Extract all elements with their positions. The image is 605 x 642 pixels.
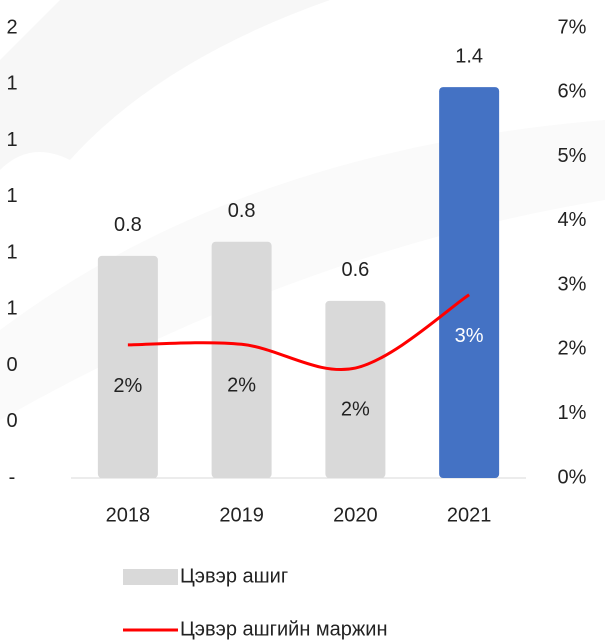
- line-value-label: 2%: [341, 398, 370, 420]
- bar: [439, 87, 500, 478]
- y2-tick-label: 4%: [558, 209, 587, 231]
- background-shape: [0, 0, 330, 170]
- y-tick-label: 0: [6, 410, 17, 432]
- y-tick-label: 1: [6, 73, 17, 95]
- y-tick-label: 0: [6, 354, 17, 376]
- bar: [211, 241, 272, 478]
- line-value-label: 3%: [455, 325, 484, 347]
- y2-tick-label: 5%: [558, 145, 587, 167]
- y2-tick-label: 1%: [558, 402, 587, 424]
- y-tick-label: 1: [6, 129, 17, 151]
- y-tick-label: 1: [6, 241, 17, 263]
- bar-value-label: 0.8: [228, 200, 256, 222]
- y-tick-label: -: [9, 466, 16, 488]
- line-value-label: 2%: [227, 375, 256, 397]
- y2-tick-label: 3%: [558, 273, 587, 295]
- x-tick-label: 2019: [219, 504, 264, 526]
- bar-value-label: 0.8: [114, 214, 142, 236]
- y2-tick-label: 2%: [558, 338, 587, 360]
- y2-tick-label: 0%: [558, 466, 587, 488]
- bar-value-label: 1.4: [455, 45, 483, 67]
- background-shape: [0, 120, 605, 420]
- legend-label: Цэвэр ашгийн маржин: [180, 618, 388, 640]
- bar: [97, 255, 158, 478]
- bar: [325, 300, 386, 478]
- bar-value-label: 0.6: [341, 259, 369, 281]
- legend-label: Цэвэр ашиг: [180, 565, 288, 587]
- x-tick-label: 2020: [333, 504, 378, 526]
- y-tick-label: 1: [6, 185, 17, 207]
- y2-tick-label: 6%: [558, 81, 587, 103]
- y-tick-label: 1: [6, 298, 17, 320]
- y2-tick-label: 7%: [558, 16, 587, 38]
- legend-swatch: [123, 569, 178, 585]
- y-tick-label: 2: [6, 16, 17, 38]
- line: [127, 293, 470, 371]
- x-tick-label: 2018: [106, 504, 151, 526]
- x-tick-label: 2021: [447, 504, 492, 526]
- line-value-label: 2%: [113, 375, 142, 397]
